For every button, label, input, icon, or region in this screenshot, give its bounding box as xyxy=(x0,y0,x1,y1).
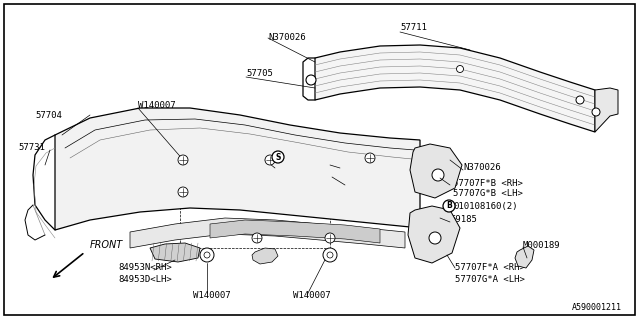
Text: FRONT: FRONT xyxy=(90,240,124,250)
Text: N370026: N370026 xyxy=(268,34,306,43)
Text: 84953N<RH>: 84953N<RH> xyxy=(118,263,172,273)
Circle shape xyxy=(265,155,275,165)
Circle shape xyxy=(365,153,375,163)
Polygon shape xyxy=(252,248,278,264)
Text: 57707G*A <LH>: 57707G*A <LH> xyxy=(455,275,525,284)
Circle shape xyxy=(327,252,333,258)
Circle shape xyxy=(456,66,463,73)
Text: 57707F*B <RH>: 57707F*B <RH> xyxy=(453,179,523,188)
Polygon shape xyxy=(315,45,595,132)
Text: 57707G*B <LH>: 57707G*B <LH> xyxy=(453,189,523,198)
Text: 57705: 57705 xyxy=(246,68,273,77)
Circle shape xyxy=(432,169,444,181)
Text: 010108160(2): 010108160(2) xyxy=(453,202,518,211)
Circle shape xyxy=(306,75,316,85)
Circle shape xyxy=(323,248,337,262)
Circle shape xyxy=(178,187,188,197)
Text: N370026: N370026 xyxy=(463,164,500,172)
Circle shape xyxy=(429,232,441,244)
Polygon shape xyxy=(130,218,405,248)
Circle shape xyxy=(200,248,214,262)
Polygon shape xyxy=(515,246,534,268)
Polygon shape xyxy=(410,144,462,198)
Text: B: B xyxy=(446,202,452,211)
Circle shape xyxy=(252,233,262,243)
Text: 57707F*A <RH>: 57707F*A <RH> xyxy=(455,263,525,273)
Text: 57787A: 57787A xyxy=(332,171,364,180)
Circle shape xyxy=(443,200,455,212)
Text: 045105120(4): 045105120(4) xyxy=(283,153,348,162)
Circle shape xyxy=(576,96,584,104)
Circle shape xyxy=(592,108,600,116)
Text: W140007: W140007 xyxy=(293,291,331,300)
Text: 57711: 57711 xyxy=(400,23,427,33)
Text: A590001211: A590001211 xyxy=(572,303,622,313)
Circle shape xyxy=(204,252,210,258)
Polygon shape xyxy=(595,88,618,132)
Polygon shape xyxy=(55,108,420,230)
Text: 57704: 57704 xyxy=(35,110,62,119)
Text: 57765B<LH>: 57765B<LH> xyxy=(228,177,282,186)
Text: 57731: 57731 xyxy=(18,143,45,153)
Circle shape xyxy=(178,155,188,165)
Text: 59185: 59185 xyxy=(450,215,477,225)
Polygon shape xyxy=(210,220,380,243)
Circle shape xyxy=(272,151,284,163)
Text: S: S xyxy=(275,153,281,162)
Text: 57765A<RH>: 57765A<RH> xyxy=(228,165,282,174)
Text: 84953D<LH>: 84953D<LH> xyxy=(118,275,172,284)
Polygon shape xyxy=(150,243,200,262)
Circle shape xyxy=(325,233,335,243)
Text: R920033: R920033 xyxy=(330,158,367,167)
Polygon shape xyxy=(408,206,460,263)
Text: W140007: W140007 xyxy=(138,100,175,109)
Text: W140007: W140007 xyxy=(193,291,230,300)
Text: M000189: M000189 xyxy=(523,241,561,250)
